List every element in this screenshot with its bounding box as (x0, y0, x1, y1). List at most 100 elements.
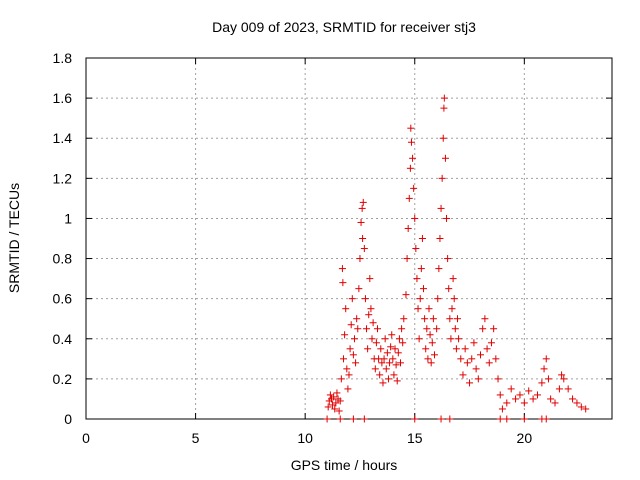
data-point (439, 134, 447, 142)
data-point (437, 415, 445, 423)
data-point (430, 351, 438, 359)
data-point (376, 371, 384, 379)
data-point (433, 325, 441, 333)
data-point (373, 325, 381, 333)
data-point (363, 325, 371, 333)
data-point (422, 345, 430, 353)
data-point (398, 325, 406, 333)
data-point (379, 379, 387, 387)
data-point (427, 359, 435, 367)
data-point (496, 391, 504, 399)
data-point (381, 335, 389, 343)
data-point (412, 245, 420, 253)
data-point (520, 399, 528, 407)
data-point (371, 365, 379, 373)
data-point (377, 345, 385, 353)
data-point (349, 415, 357, 423)
data-point (560, 375, 568, 383)
x-tick-label: 0 (82, 430, 90, 446)
data-point (492, 355, 500, 363)
data-point (359, 235, 367, 242)
data-point (358, 204, 366, 212)
data-point (564, 385, 572, 393)
data-point (354, 325, 362, 333)
data-point (344, 385, 352, 393)
data-point (340, 355, 348, 363)
data-point (573, 399, 581, 407)
data-point (435, 265, 443, 273)
data-point (407, 138, 415, 146)
data-point (409, 154, 417, 162)
data-point (390, 371, 398, 379)
data-point (411, 415, 419, 423)
data-point (421, 315, 429, 323)
data-point (394, 349, 402, 357)
data-point (393, 377, 401, 385)
data-point (411, 214, 419, 222)
data-point (448, 305, 456, 313)
data-point (494, 375, 502, 383)
data-point (348, 295, 356, 303)
data-point (446, 315, 454, 323)
data-point (440, 94, 448, 102)
data-point (389, 355, 397, 363)
data-point (386, 359, 394, 367)
data-point (355, 285, 363, 293)
data-point (356, 255, 364, 263)
data-point (365, 311, 373, 319)
y-tick-label: 1.4 (53, 130, 73, 146)
data-point (498, 405, 506, 413)
data-point (339, 279, 347, 287)
y-tick-label: 0.6 (53, 291, 73, 307)
data-point (403, 255, 411, 263)
data-point (490, 325, 498, 333)
data-point (538, 379, 546, 387)
data-point (392, 361, 400, 369)
data-point (357, 218, 365, 226)
x-axis-label: GPS time / hours (291, 457, 398, 473)
data-point (453, 315, 461, 323)
data-point (360, 245, 368, 253)
data-point (417, 265, 425, 273)
data-point (416, 295, 424, 303)
y-tick-label: 0.2 (53, 371, 73, 387)
data-point (366, 275, 374, 283)
data-point (336, 397, 344, 405)
data-point (512, 395, 520, 403)
data-point (525, 387, 533, 395)
data-point (425, 305, 433, 313)
data-point (496, 415, 504, 423)
data-point (369, 319, 377, 327)
data-point (474, 375, 482, 383)
data-point (542, 415, 550, 423)
data-point (384, 375, 392, 383)
data-point (446, 415, 454, 423)
data-point (472, 365, 480, 373)
data-point (503, 415, 511, 423)
data-point (352, 359, 360, 367)
data-point (343, 365, 351, 373)
data-point (395, 335, 403, 343)
data-point (447, 335, 455, 343)
data-point (388, 331, 396, 339)
data-point (345, 371, 353, 379)
data-point (337, 375, 345, 383)
data-point (555, 385, 563, 393)
data-point (440, 104, 448, 112)
data-point (457, 355, 465, 363)
x-tick-label: 15 (407, 430, 423, 446)
plot-frame (85, 57, 613, 420)
data-point (330, 393, 338, 401)
y-tick-label: 1.2 (53, 170, 73, 186)
data-point (400, 315, 408, 323)
data-point (558, 371, 566, 379)
data-point (405, 194, 413, 202)
data-point (434, 295, 442, 303)
data-point (479, 325, 487, 333)
data-point (540, 365, 548, 373)
data-point (445, 285, 453, 293)
data-point (361, 295, 369, 303)
data-point (353, 315, 361, 323)
data-point (414, 305, 422, 313)
